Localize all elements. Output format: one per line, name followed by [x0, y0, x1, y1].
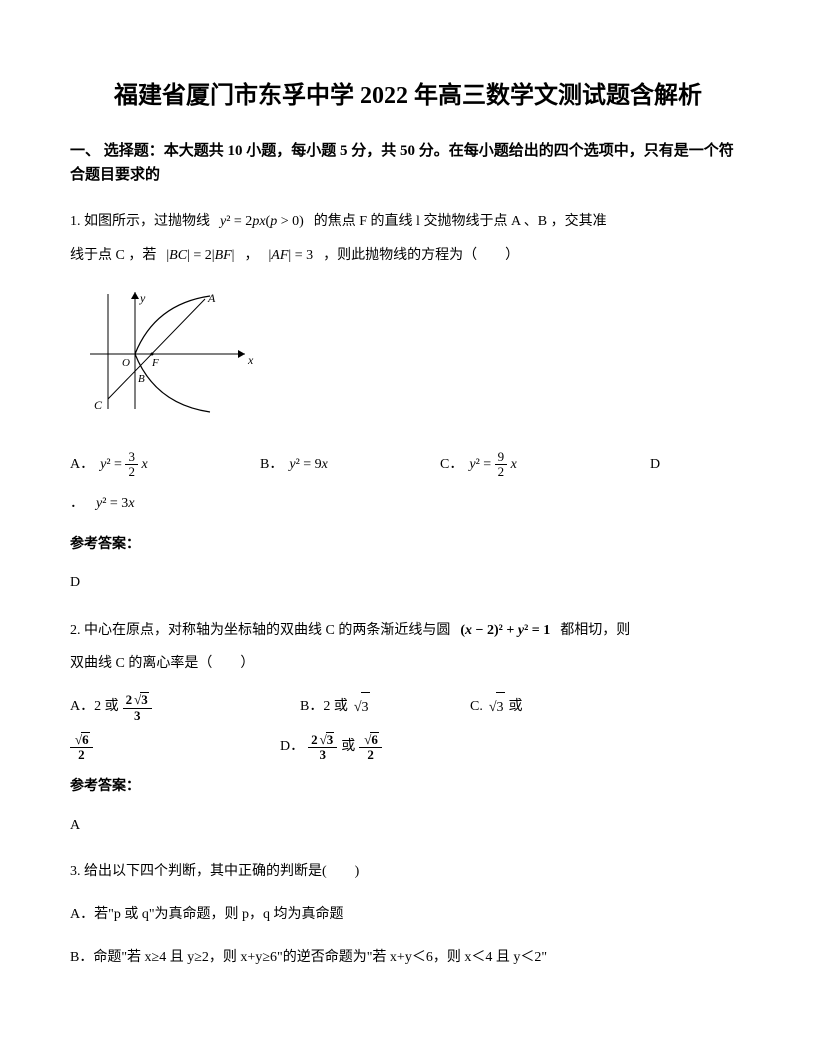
q1-answer-label: 参考答案： — [70, 530, 746, 561]
q1-optD-dot: ． — [70, 489, 84, 520]
q1-comma: ， — [244, 241, 258, 272]
q1-line2: 线于点 C ，若 |BC| = 2|BF| ， |AF| = 3 ，则此抛物线的… — [70, 239, 746, 274]
q2-optC2-frac: 6 2 — [70, 732, 93, 763]
question-2: 2. 中心在原点，对称轴为坐标轴的双曲线 C 的两条渐近线与圆 (x − 2)²… — [70, 614, 746, 842]
q1-mid2: 线于点 C ，若 — [70, 241, 156, 272]
q2-optB-val: 3 — [352, 692, 370, 724]
svg-text:O: O — [122, 357, 130, 369]
question-1: 1. 如图所示，过抛物线 y² = 2px(p > 0) 的焦点 F 的直线 l… — [70, 205, 746, 600]
q2-mid: 都相切，则 — [560, 616, 630, 647]
svg-text:A: A — [207, 291, 216, 305]
q1-optD-label: D — [650, 450, 660, 481]
svg-text:C: C — [94, 398, 103, 412]
q1-optB-formula: y² = 9x — [289, 450, 328, 481]
q1-optD-line: ． y² = 3x — [70, 489, 746, 520]
q2-optB: B．2 或 3 — [300, 692, 460, 724]
q1-formula1: y² = 2px(p > 0) — [214, 205, 310, 240]
q1-prefix: 1. 如图所示，过抛物线 — [70, 207, 210, 238]
q2-answer-label: 参考答案： — [70, 772, 746, 803]
q3-text: 3. 给出以下四个判断，其中正确的判断是( ) — [70, 857, 746, 888]
q1-optC-formula: y² = 92 x — [469, 450, 517, 481]
q2-optC-val: 3 — [487, 692, 505, 724]
svg-text:y: y — [139, 291, 146, 305]
q2-optC-label: C. — [470, 692, 483, 723]
page-title: 福建省厦门市东孚中学 2022 年高三数学文测试题含解析 — [70, 80, 746, 114]
q2-options-row2: 6 2 D． 23 3 或 6 2 — [70, 732, 746, 763]
q2-optD: D． 23 3 或 6 2 — [280, 732, 382, 763]
q1-optC: C． y² = 92 x — [440, 450, 640, 481]
q3-optA: A．若"p 或 q"为真命题，则 p，q 均为真命题 — [70, 900, 746, 931]
q2-line1: 2. 中心在原点，对称轴为坐标轴的双曲线 C 的两条渐近线与圆 (x − 2)²… — [70, 614, 746, 649]
q1-optD-formula: y² = 3x — [96, 489, 135, 520]
q1-formula2: |BC| = 2|BF| — [160, 239, 240, 274]
svg-text:B: B — [138, 373, 145, 385]
q2-optD-frac1: 23 3 — [308, 732, 337, 763]
section-header: 一、 选择题：本大题共 10 小题，每小题 5 分，共 50 分。在每小题给出的… — [70, 139, 746, 187]
q1-mid1: 的焦点 F 的直线 l 交抛物线于点 A 、B ，交其准 — [314, 207, 607, 238]
q1-optC-label: C． — [440, 450, 463, 481]
q2-optA: A．2 或 23 3 — [70, 692, 290, 723]
q3-optB: B．命题"若 x≥4 且 y≥2，则 x+y≥6"的逆否命题为"若 x+y＜6，… — [70, 943, 746, 974]
q1-optB-label: B． — [260, 450, 283, 481]
q1-optA-formula: y² = 32 x — [100, 450, 148, 481]
question-3: 3. 给出以下四个判断，其中正确的判断是( ) A．若"p 或 q"为真命题，则… — [70, 857, 746, 973]
svg-text:F: F — [151, 357, 159, 369]
q1-line1: 1. 如图所示，过抛物线 y² = 2px(p > 0) 的焦点 F 的直线 l… — [70, 205, 746, 240]
q1-optA: A． y² = 32 x — [70, 450, 250, 481]
q2-optC2: 6 2 — [70, 732, 270, 763]
q2-optB-label: B．2 或 — [300, 692, 348, 723]
svg-text:x: x — [247, 353, 254, 367]
q1-optB: B． y² = 9x — [260, 450, 430, 481]
q2-optA-frac: 23 3 — [123, 692, 152, 723]
q2-optC-tail: 或 — [509, 692, 523, 723]
q2-optC: C. 3 或 — [470, 692, 523, 724]
q1-options: A． y² = 32 x B． y² = 9x C． y² = 92 x D — [70, 450, 746, 481]
parabola-diagram: y x O F A B C — [80, 284, 260, 414]
q2-options-row1: A．2 或 23 3 B．2 或 3 C. 3 或 — [70, 692, 746, 724]
q1-formula3: |AF| = 3 — [262, 239, 319, 274]
q2-optD-mid: 或 — [341, 732, 355, 763]
q2-line2: 双曲线 C 的离心率是（ ） — [70, 649, 746, 680]
q2-answer: A — [70, 811, 746, 842]
q1-optD: D — [650, 450, 666, 481]
q2-optD-label: D． — [280, 732, 304, 763]
q2-circle-formula: (x − 2)² + y² = 1 — [454, 614, 556, 649]
q1-answer: D — [70, 568, 746, 599]
q2-prefix: 2. 中心在原点，对称轴为坐标轴的双曲线 C 的两条渐近线与圆 — [70, 616, 450, 647]
q1-tail: ，则此抛物线的方程为（ ） — [323, 241, 519, 272]
q2-optA-label: A．2 或 — [70, 692, 119, 723]
q2-optD-frac2: 6 2 — [359, 732, 382, 763]
q1-optA-label: A． — [70, 450, 94, 481]
